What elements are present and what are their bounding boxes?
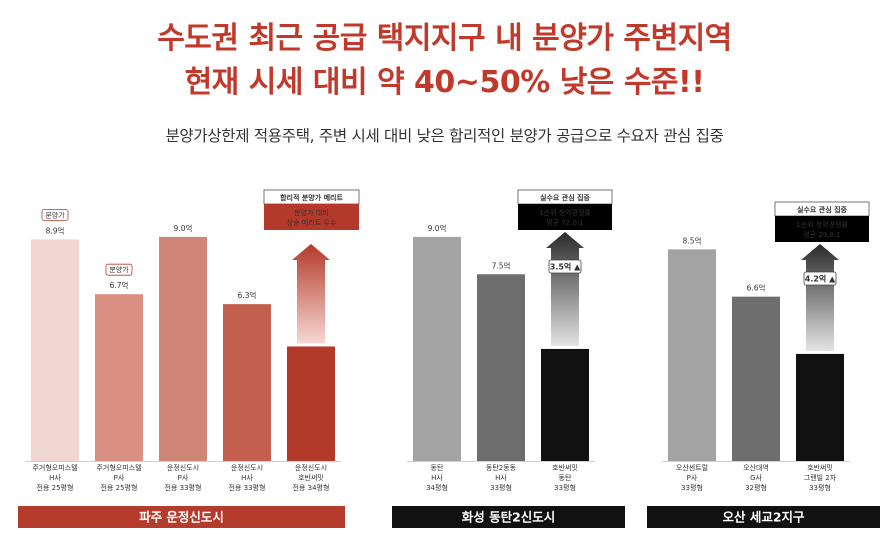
category-label: H사	[49, 473, 61, 482]
gain-badge	[548, 259, 582, 274]
callout-line1: 1순위 청약경쟁률	[796, 220, 848, 229]
bar	[413, 236, 461, 461]
price-tag-label: 분양가	[45, 210, 65, 219]
category-label: 전용 34평형	[293, 483, 330, 492]
page-title-line2: 현재 시세 대비 약 40~50% 낮은 수준!!	[184, 65, 705, 100]
bar	[477, 274, 525, 461]
category-label: P사	[114, 473, 125, 482]
category-label: G사	[750, 473, 762, 482]
callout-body-box	[518, 204, 612, 230]
category-label: 호반써밋	[298, 473, 324, 482]
category-label: 호반써밋	[807, 463, 833, 472]
callout-line1: 분양가 대비	[294, 208, 328, 217]
category-label: 33평형	[554, 483, 576, 492]
category-label: P사	[178, 473, 189, 482]
callout-line1: 1순위 청약경쟁률	[539, 208, 591, 217]
category-label: 운정신도시	[231, 463, 263, 472]
bar-value-label: 6.7억	[110, 281, 129, 290]
category-label: 오산대역	[743, 463, 769, 472]
bar-value-label: 8.9억	[46, 226, 65, 235]
bar-value-label: 6.3억	[238, 291, 257, 300]
category-label: 33평형	[809, 483, 831, 492]
bar	[796, 353, 844, 461]
bar	[159, 236, 207, 461]
bar-value-label: 6.6억	[747, 284, 766, 293]
category-label: 그랜빌 2차	[804, 473, 837, 482]
category-label: H사	[495, 473, 507, 482]
category-label: 33평형	[681, 483, 703, 492]
callout-title: 실수요 관심 집중	[540, 193, 591, 202]
category-label: 동탄2동동	[486, 463, 517, 472]
category-label: P사	[687, 473, 698, 482]
callout-body-box	[775, 216, 869, 242]
gain-label: 4.2억 ▲	[805, 274, 836, 284]
bar	[541, 348, 589, 461]
gain-label: 3.5억 ▲	[550, 262, 581, 272]
callout-line2: 평균 72.0:1	[546, 218, 584, 227]
category-label: 운정신도시	[167, 463, 199, 472]
price-tag	[41, 208, 69, 221]
bar-value-label: 7.5억	[492, 261, 511, 270]
bar	[287, 346, 335, 461]
region-footer-band	[392, 506, 625, 528]
growth-arrow	[801, 244, 839, 351]
region-footer-label: 오산 세교2지구	[722, 510, 805, 525]
category-label: 운정신도시	[295, 463, 327, 472]
callout-title: 합리적 분양가 메리트	[280, 193, 343, 202]
callout-line2: 평균 29.8:1	[803, 230, 841, 239]
category-label: 전용 33평형	[165, 483, 202, 492]
gain-badge	[803, 271, 837, 286]
category-label: 전용 25평형	[37, 483, 74, 492]
growth-arrow	[546, 232, 584, 346]
category-label: H사	[241, 473, 253, 482]
callout-body-box	[264, 204, 359, 230]
bar-value-label: 9.0억	[174, 224, 193, 233]
page-subtitle: 분양가상한제 적용주택, 주변 시세 대비 낮은 합리적인 분양가 공급으로 수…	[165, 127, 724, 145]
growth-arrow	[292, 244, 330, 344]
bar	[223, 304, 271, 461]
bar-value-label: 8.5억	[683, 236, 702, 245]
category-label: 동탄	[559, 473, 572, 482]
category-label: 33평형	[490, 483, 512, 492]
bar	[732, 296, 780, 461]
category-label: 주거형오피스텔	[96, 463, 141, 472]
category-label: 주거형오피스텔	[32, 463, 77, 472]
category-label: 호반써밋	[552, 463, 578, 472]
region-footer-label: 파주 운정신도시	[139, 510, 224, 525]
category-label: H사	[431, 473, 443, 482]
region-footer-label: 화성 동탄2신도시	[462, 510, 556, 525]
region-footer-band	[18, 506, 345, 528]
category-label: 32평형	[745, 483, 767, 492]
callout-line2: 상승 메리트 우수	[287, 218, 337, 227]
category-label: 동탄	[431, 463, 444, 472]
category-label: 오산센트럴	[676, 463, 708, 472]
category-label: 34평형	[426, 483, 448, 492]
region-footer-band	[647, 506, 880, 528]
category-label: 전용 33평형	[229, 483, 266, 492]
price-tag	[105, 263, 133, 276]
price-tag-label: 분양가	[109, 265, 129, 274]
category-label: 전용 25평형	[101, 483, 138, 492]
callout-title: 실수요 관심 집중	[797, 205, 848, 214]
page-title-line1: 수도권 최근 공급 택지지구 내 분양가 주변지역	[157, 21, 732, 56]
bar	[31, 239, 79, 461]
bar-value-label: 9.0억	[428, 224, 447, 233]
bar	[668, 249, 716, 461]
bar	[95, 294, 143, 461]
